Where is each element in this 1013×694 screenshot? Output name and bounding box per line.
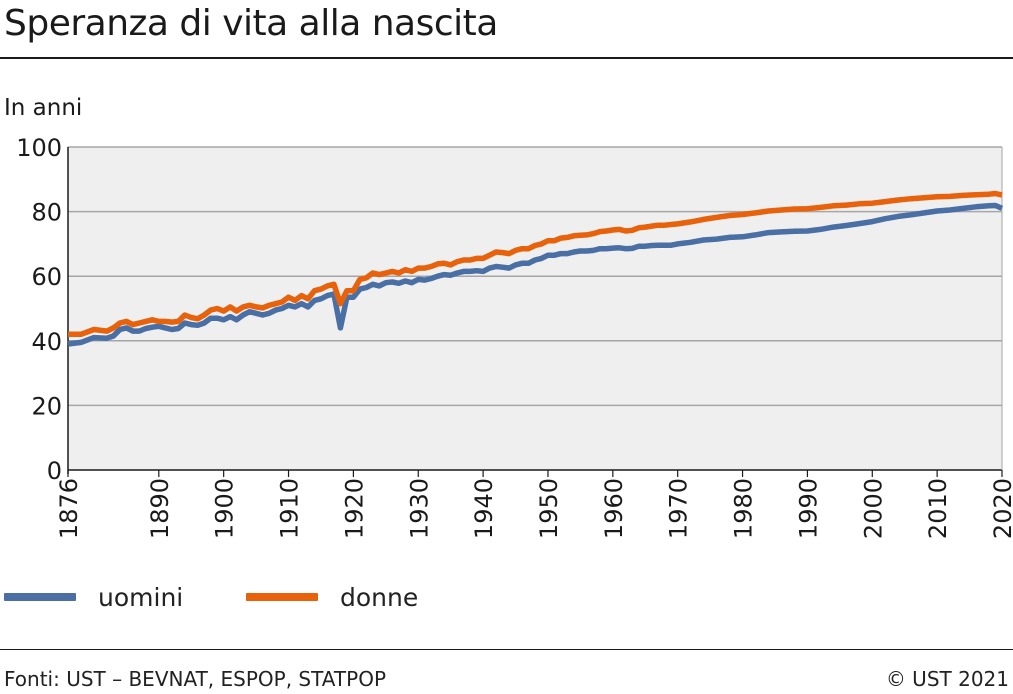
legend-label-donne: donne — [340, 582, 419, 612]
top-rule — [0, 57, 1013, 59]
x-tick-label-2010: 2010 — [924, 478, 952, 539]
series-line-donne — [68, 190, 1003, 338]
legend: uomini donne — [0, 582, 1013, 614]
x-tick-label-1940: 1940 — [470, 478, 498, 539]
y-tick-label-100: 100 — [16, 134, 62, 162]
x-tick-label-1970: 1970 — [665, 478, 693, 539]
x-tick-label-1930: 1930 — [405, 478, 433, 539]
y-axis-tick-labels: 0 20 40 60 80 100 — [16, 134, 62, 485]
x-tick-label-1876: 1876 — [55, 478, 83, 539]
line-chart: 0 20 40 60 80 100 1876 1890 1900 1910 1920 1930 194… — [16, 134, 1013, 539]
x-tick-label-1990: 1990 — [794, 478, 822, 539]
x-tick-label-1900: 1900 — [211, 478, 239, 539]
y-tick-label-40: 40 — [31, 328, 62, 356]
legend-swatch-uomini — [4, 593, 76, 601]
x-tick-label-1890: 1890 — [146, 478, 174, 539]
x-tick-label-1960: 1960 — [600, 478, 628, 539]
chart-title: Speranza di vita alla nascita — [4, 3, 498, 44]
x-tick-label-1950: 1950 — [535, 478, 563, 539]
legend-swatch-donne — [246, 593, 318, 601]
x-tick-label-1910: 1910 — [276, 478, 304, 539]
y-tick-label-60: 60 — [31, 263, 62, 291]
legend-label-uomini: uomini — [98, 582, 184, 612]
x-tick-label-1920: 1920 — [340, 478, 368, 539]
x-axis-tick-labels: 1876 1890 1900 1910 1920 1930 1940 1950 1960 1970… — [55, 470, 1013, 539]
y-tick-label-0: 0 — [47, 457, 62, 485]
series-line-uomini — [67, 202, 1004, 347]
y-tick-label-20: 20 — [31, 392, 62, 420]
y-axis-unit-label: In anni — [4, 95, 83, 121]
legend-item-uomini: uomini — [4, 582, 183, 612]
copyright-note: © UST 2021 — [885, 667, 1009, 691]
bottom-rule — [0, 649, 1013, 650]
series-lines — [67, 190, 1004, 347]
x-tick-label-1980: 1980 — [730, 478, 758, 539]
x-tick-label-2000: 2000 — [859, 478, 887, 539]
plot-area — [68, 147, 1002, 470]
legend-item-donne: donne — [246, 582, 418, 612]
y-tick-label-80: 80 — [31, 199, 62, 227]
sources-note: Fonti: UST – BEVNAT, ESPOP, STATPOP — [4, 667, 387, 691]
x-tick-label-2020: 2020 — [989, 478, 1013, 539]
